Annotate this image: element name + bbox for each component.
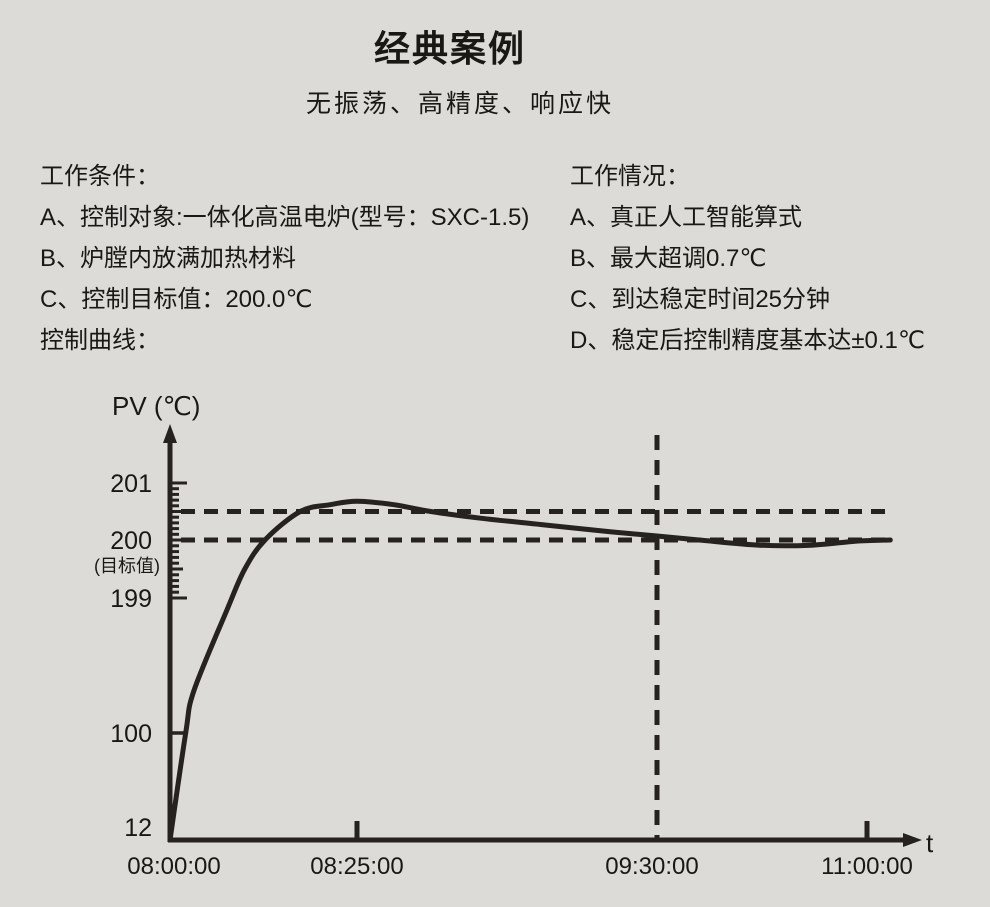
page-subtitle: 无振荡、高精度、响应快 [305,90,614,118]
x-tick-label: 08:25:00 [310,853,403,880]
conditions-heading: 工作条件： [40,163,160,190]
y-tick-label: 201 [110,470,152,498]
results-heading: 工作情况： [570,163,690,190]
x-axis-title: t [926,828,934,858]
result-item-a: A、真正人工智能算式 [570,204,803,231]
y-tick-label: 199 [110,585,152,613]
x-axis-arrow-icon [903,833,922,847]
result-item-c: C、到达稳定时间25分钟 [570,286,831,313]
y-tick-label: 12 [124,814,152,842]
y-axis-arrow-icon [163,424,177,443]
result-item-b: B、最大超调0.7℃ [570,245,767,272]
pv-curve [167,498,893,843]
y-axis-title: PV (℃) [112,391,200,421]
x-tick-label: 08:00:00 [127,853,220,880]
condition-item-b: B、炉膛内放满加热材料 [40,245,297,272]
result-item-d: D、稳定后控制精度基本达±0.1℃ [570,327,925,354]
y-target-sublabel: (目标值) [94,556,160,576]
working-results-block: 工作情况： A、真正人工智能算式 B、最大超调0.7℃ C、到达稳定时间25分钟… [570,156,925,361]
page-title: 经典案例 [373,28,526,69]
condition-item-a: A、控制对象:一体化高温电炉(型号：SXC-1.5) [40,204,530,231]
x-tick-label: 11:00:00 [821,853,913,880]
x-tick-label: 09:30:00 [605,853,698,880]
working-conditions-block: 工作条件： A、控制对象:一体化高温电炉(型号：SXC-1.5) B、炉膛内放满… [40,156,529,361]
y-tick-label: 200 [110,527,152,555]
curve-caption: 控制曲线： [40,327,160,354]
condition-item-c: C、控制目标值：200.0℃ [40,286,313,313]
y-tick-label: 100 [110,720,152,748]
